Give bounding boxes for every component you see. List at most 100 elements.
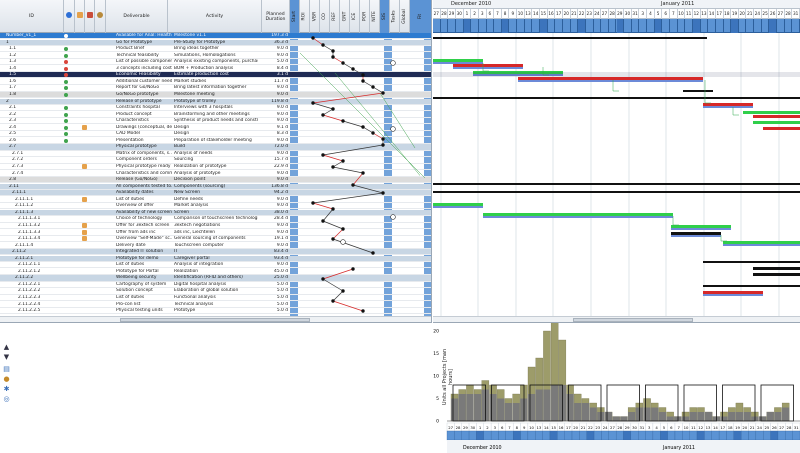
cell-activity: Analysis of needs [174,150,213,156]
table-row[interactable]: 2.7 Physical prototype Build 72.0 d [0,144,431,151]
gantt-week-cell [777,19,785,33]
document-icon[interactable] [82,236,87,242]
phase-col-header[interactable]: Tasks [390,0,400,33]
cell-activity: Estimate production cost [174,72,229,78]
cell-id: 1.2 [9,52,16,58]
grid-header: ID Deliverable Activity Planned Duration… [0,0,431,33]
grid-scroll-thumb[interactable] [120,318,310,322]
person-icon [97,12,103,18]
table-row[interactable]: 2.11.2.2.2 Solution concept Elaboration of… [0,288,431,295]
table-row[interactable]: 2.11.2.2.1 Cartography of system Digital h… [0,282,431,289]
table-row[interactable]: 2.4 Drawings (conceptual, de... Design 9.1 … [0,124,431,131]
document-icon[interactable] [82,164,87,169]
table-row[interactable]: 1.8 Go/NoGo prototype Milestone meeting 9.0… [0,91,431,99]
phase-col-header[interactable]: ICE [350,0,360,33]
table-row[interactable]: 1.7 Report for Go/NoGo Bring latest inform… [0,85,431,92]
gantt-scroll-thumb[interactable] [573,318,693,322]
document-icon[interactable] [82,124,87,130]
table-row[interactable]: 2.11.1 Availability dates New Screen 94.2 d [0,190,431,197]
col-header-deliverable[interactable]: Deliverable [106,0,168,33]
table-row[interactable]: 1.1 Product Brief Bring ideas together 9.0 … [0,46,431,53]
table-row[interactable]: 2.11.2.1 Prototype for demo Caregiver port… [0,255,431,262]
table-row[interactable]: 2.1 Constraints hospital Interviews with 3… [0,105,431,112]
gantt-week-cell [692,19,701,33]
col-header-id[interactable]: ID [0,0,64,33]
document-icon[interactable] [82,229,87,235]
table-row[interactable]: 1.4 3 concepts including costs BOM + Produ… [0,65,431,72]
document-icon[interactable] [82,196,87,202]
col-header-warning[interactable] [75,0,85,33]
gantt-task-bar [671,232,721,235]
col-header-activity[interactable]: Activity [168,0,262,33]
arrow-up-icon[interactable]: ▲ [3,343,10,351]
table-row[interactable]: 2.11.2.1.2 Prototype for Portal Realizatio… [0,269,431,275]
cell-activity: Preparation of stakeholder meeting [174,137,252,143]
phase-col-header[interactable]: REF [330,0,340,33]
table-row[interactable]: 2 Release of prototype Prototype of trolle… [0,98,431,105]
table-row[interactable]: 2.7.4 Characteristics and comm... Analysis… [0,171,431,177]
table-row[interactable]: 2.11.2.2.4 Pro-con list Technical analysis… [0,302,431,308]
cell-deliverable: 3 concepts including costs [116,65,172,71]
phase-col-header[interactable]: CO [320,0,330,33]
table-row[interactable]: 2.11.1.2 Overview of offer Market analysis… [0,203,431,210]
table-row[interactable]: 2.11 All components tested to... Component… [0,183,431,190]
table-row[interactable]: Number_v1_1 Available for Anal: Health...… [0,33,431,40]
settings-icon[interactable]: ✱ [3,385,10,393]
table-row[interactable]: 2.3 Characteristics Synthesis of product n… [0,118,431,125]
gantt-day-label: 28 [785,9,793,19]
zoom-icon[interactable]: ◎ [3,395,10,403]
filter-icon[interactable]: ▤ [3,365,10,373]
table-row[interactable]: 2.11.1.3.2 Offer for 3extech screen 3extec… [0,222,431,230]
document-icon[interactable] [82,222,87,228]
table-row[interactable]: 2.5 CAD Model Design 8.3 d [0,131,431,138]
table-row[interactable]: 2.11.2.2.5 Physical testing units Prototyp… [0,308,431,315]
phase-col-header[interactable]: GNT [340,0,350,33]
histogram-bar-assigned [620,416,628,421]
phase-col-header[interactable]: Start [290,0,300,33]
table-row[interactable]: 2.2 Product concept Brainstorming and othe… [0,112,431,118]
phase-col-header[interactable]: POR [360,0,370,33]
histogram-week-cell [557,430,565,441]
phase-col-header[interactable]: NITE [370,0,380,33]
table-row[interactable]: 1.6 Additional customer needs Market studi… [0,79,431,86]
gantt-week-cell [670,19,678,33]
phase-col-header[interactable]: SIS [380,0,390,33]
table-row[interactable]: 1.5 Economic Feasibility Estimate producti… [0,72,431,79]
gantt-week-cell [769,19,778,33]
gantt-day-label: 31 [792,9,800,19]
table-row[interactable]: 2.11.1.4 Delivery date Touchscreen compute… [0,243,431,249]
table-row[interactable]: 2.8 Release (Go/NoGo) Decision point 9.0 d [0,177,431,184]
grid-horizontal-scrollbar[interactable] [0,316,431,322]
col-header-status[interactable] [64,0,75,33]
col-header-duration[interactable]: Planned Duration [262,0,290,33]
col-header-person[interactable] [95,0,106,33]
table-row[interactable]: 2.11.1.3.3 Offer from ads inc ads inc, Lie… [0,229,431,236]
table-row[interactable]: 2.11.2 Integrated IT solution IT 83.4 d [0,249,431,256]
gantt-day-label: 1 [464,9,472,19]
dependency-link [352,184,384,194]
table-row[interactable]: 2.11.1.3 Availability of new screen Screen… [0,209,431,217]
histogram-day-label: 20 [742,425,747,430]
table-row[interactable]: 1.3 List of possible components Analysis e… [0,59,431,66]
table-row[interactable]: 2.11.1.3.1 Choice of technology Comparison… [0,216,431,223]
table-row[interactable]: 2.11.2.2.3 List of duties Functional analy… [0,295,431,302]
col-header-flag[interactable] [85,0,95,33]
table-row[interactable]: 2.11.2.1.1 List of duties Analysis of inte… [0,262,431,269]
phase-col-header[interactable]: Fit [410,0,431,33]
table-row[interactable]: 1.2 Technical feasibility Simulations, Hom… [0,52,431,59]
arrow-down-icon[interactable]: ▼ [3,353,10,361]
table-row[interactable]: 2.7.2 Component orders Sourcing 15.7 d [0,157,431,164]
phase-col-header[interactable]: Global [400,0,410,33]
gantt-horizontal-scrollbar[interactable] [433,316,800,322]
table-row[interactable]: 2.11.1.3.4 Overview "Self-Made" sc... Gene… [0,236,431,243]
table-row[interactable]: 2.11.1.1 List of duties Define needs 9.0 d [0,196,431,203]
table-row[interactable]: 2.7.3 Physical prototype ready Realization… [0,164,431,171]
table-row[interactable]: 2.6 Presentation Preparation of stakeholde… [0,137,431,144]
phase-col-header[interactable]: ROI [300,0,310,33]
histogram-week-cell [490,430,499,441]
person-icon[interactable]: ● [3,375,10,383]
phase-col-header[interactable]: VBR [310,0,320,33]
table-row[interactable]: 1 Go for Prototype Pre-Study for Prototype… [0,39,431,46]
table-row[interactable]: 2.11.2.2 Wellbeing security Identification… [0,275,431,282]
table-row[interactable]: 2.7.1 Matrix of components, s... Analysis … [0,150,431,158]
